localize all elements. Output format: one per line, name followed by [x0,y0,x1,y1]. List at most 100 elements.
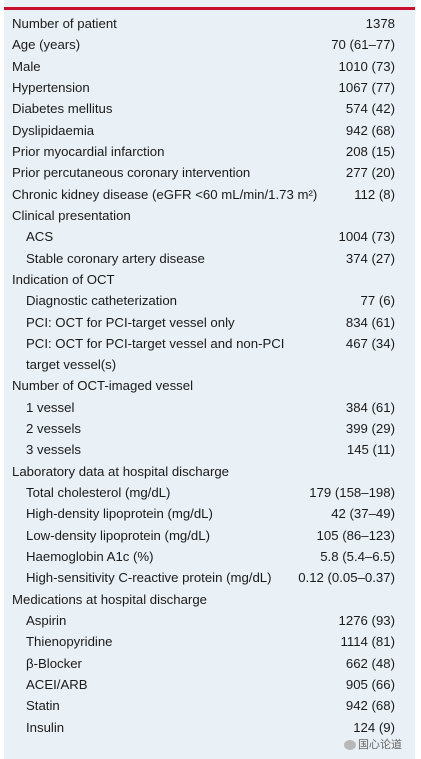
table-row: Dyslipidaemia 942 (68) [4,120,415,141]
row-value: 124 (9) [353,719,395,735]
row-value: 399 (29) [345,420,395,436]
row-label: Laboratory data at hospital discharge [12,463,230,479]
row-label: Number of OCT-imaged vessel [12,378,194,394]
table-row: PCI: OCT for PCI-target vessel and non-P… [4,333,415,375]
row-label: Medications at hospital discharge [12,591,207,607]
row-label: Indication of OCT [12,272,115,288]
table-row: Diabetes mellitus 574 (42) [4,98,415,119]
row-value: 467 (34) [345,336,395,352]
row-label: Insulin [26,719,65,735]
watermark-text: 国心论道 [358,738,402,751]
row-label: Dyslipidaemia [12,122,95,138]
row-label: Male [12,58,41,74]
row-value: 277 (20) [345,165,395,181]
row-label: 2 vessels [26,420,81,436]
wechat-icon [344,740,356,750]
row-label: Prior myocardial infarction [12,144,165,160]
row-value: 5.8 (5.4–6.5) [320,548,395,564]
row-value: 1276 (93) [338,612,395,628]
table-row: Male 1010 (73) [4,56,415,77]
table-row: High-density lipoprotein (mg/dL) 42 (37–4… [4,503,415,524]
row-value: 1378 [365,16,395,31]
row-label: Statin [26,698,60,714]
table-row: Haemoglobin A1c (%) 5.8 (5.4–6.5) [4,546,415,567]
table-row: Stable coronary artery disease 374 (27) [4,248,415,269]
row-label: 3 vessels [26,442,81,458]
row-label: PCI: OCT for PCI-target vessel and non-P… [26,336,285,373]
row-label: Total cholesterol (mg/dL) [26,484,171,500]
table-row: Chronic kidney disease (eGFR <60 mL/min/… [4,184,415,205]
table-row: Number of patient 1378 [4,13,415,34]
table-row: β-Blocker 662 (48) [4,653,415,674]
table-row: Age (years) 70 (61–77) [4,34,415,55]
table-row: Total cholesterol (mg/dL) 179 (158–198) [4,482,415,503]
table-row: Diagnostic catheterization 77 (6) [4,290,415,311]
row-value: 70 (61–77) [331,37,395,53]
row-label: Clinical presentation [12,208,131,224]
table-section-header: Medications at hospital discharge [4,589,415,610]
table-row: Low-density lipoprotein (mg/dL) 105 (86–1… [4,525,415,546]
row-value: 1010 (73) [338,58,395,74]
row-label: Haemoglobin A1c (%) [26,548,154,564]
row-label: High-density lipoprotein (mg/dL) [26,506,213,522]
row-label: Number of patient [12,16,117,31]
row-label: PCI: OCT for PCI-target vessel only [26,314,235,330]
table-row: 2 vessels 399 (29) [4,418,415,439]
row-value: 662 (48) [345,655,395,671]
row-value: 374 (27) [345,250,395,266]
row-value: 574 (42) [345,101,395,117]
row-value: 42 (37–49) [331,506,395,522]
table-row: Prior myocardial infarction 208 (15) [4,141,415,162]
row-value: 1114 (81) [340,634,396,650]
table-row: High-sensitivity C-reactive protein (mg/… [4,567,415,588]
table-row: Aspirin 1276 (93) [4,610,415,631]
baseline-characteristics-table: Number of patient 1378 Age (years) 70 (61–7… [4,13,415,738]
table-row: ACEI/ARB 905 (66) [4,674,415,695]
table-section-header: Indication of OCT [4,269,415,290]
row-value: 145 (11) [346,442,395,458]
row-label: ACS [26,229,54,245]
row-label: Thienopyridine [26,634,113,650]
row-value: 942 (68) [345,122,395,138]
watermark: 国心论道 [344,736,402,752]
table-row: Thienopyridine 1114 (81) [4,631,415,652]
table-row: 1 vessel 384 (61) [4,397,415,418]
row-label: β-Blocker [26,655,82,671]
row-label: 1 vessel [26,399,75,415]
row-value: 0.12 (0.05–0.37) [298,570,395,586]
row-value: 384 (61) [345,399,395,415]
table-row: Hypertension 1067 (77) [4,77,415,98]
row-value: 208 (15) [345,144,395,160]
row-value: 1067 (77) [338,80,395,96]
row-value: 1004 (73) [338,229,395,245]
row-label: Chronic kidney disease (eGFR <60 mL/min/… [12,186,318,202]
row-label: Low-density lipoprotein (mg/dL) [26,527,210,543]
row-value: 77 (6) [360,293,395,309]
table-row: Prior percutaneous coronary intervention… [4,162,415,183]
table-top-rule [4,7,415,10]
row-label: Diagnostic catheterization [26,293,178,309]
table-row: PCI: OCT for PCI-target vessel only 834 (… [4,312,415,333]
row-value: 105 (86–123) [316,527,395,543]
row-label: Prior percutaneous coronary intervention [12,165,251,181]
row-label: Aspirin [26,612,67,628]
table-row: Statin 942 (68) [4,695,415,716]
row-label: High-sensitivity C-reactive protein (mg/… [26,570,272,586]
row-value: 112 (8) [354,186,395,202]
row-value: 179 (158–198) [309,484,395,500]
table-panel [4,0,415,759]
row-label: Age (years) [12,37,81,53]
table-row: 3 vessels 145 (11) [4,439,415,460]
row-label: Diabetes mellitus [12,101,113,117]
table-section-header: Clinical presentation [4,205,415,226]
table-row: ACS 1004 (73) [4,226,415,247]
table-section-header: Laboratory data at hospital discharge [4,461,415,482]
row-value: 942 (68) [345,698,395,714]
row-label: Stable coronary artery disease [26,250,205,266]
row-value: 834 (61) [345,314,395,330]
table-section-header: Number of OCT-imaged vessel [4,375,415,396]
row-value: 905 (66) [345,676,395,692]
table-row: Insulin 124 (9) [4,717,415,738]
row-label: ACEI/ARB [26,676,88,692]
row-label: Hypertension [12,80,90,96]
